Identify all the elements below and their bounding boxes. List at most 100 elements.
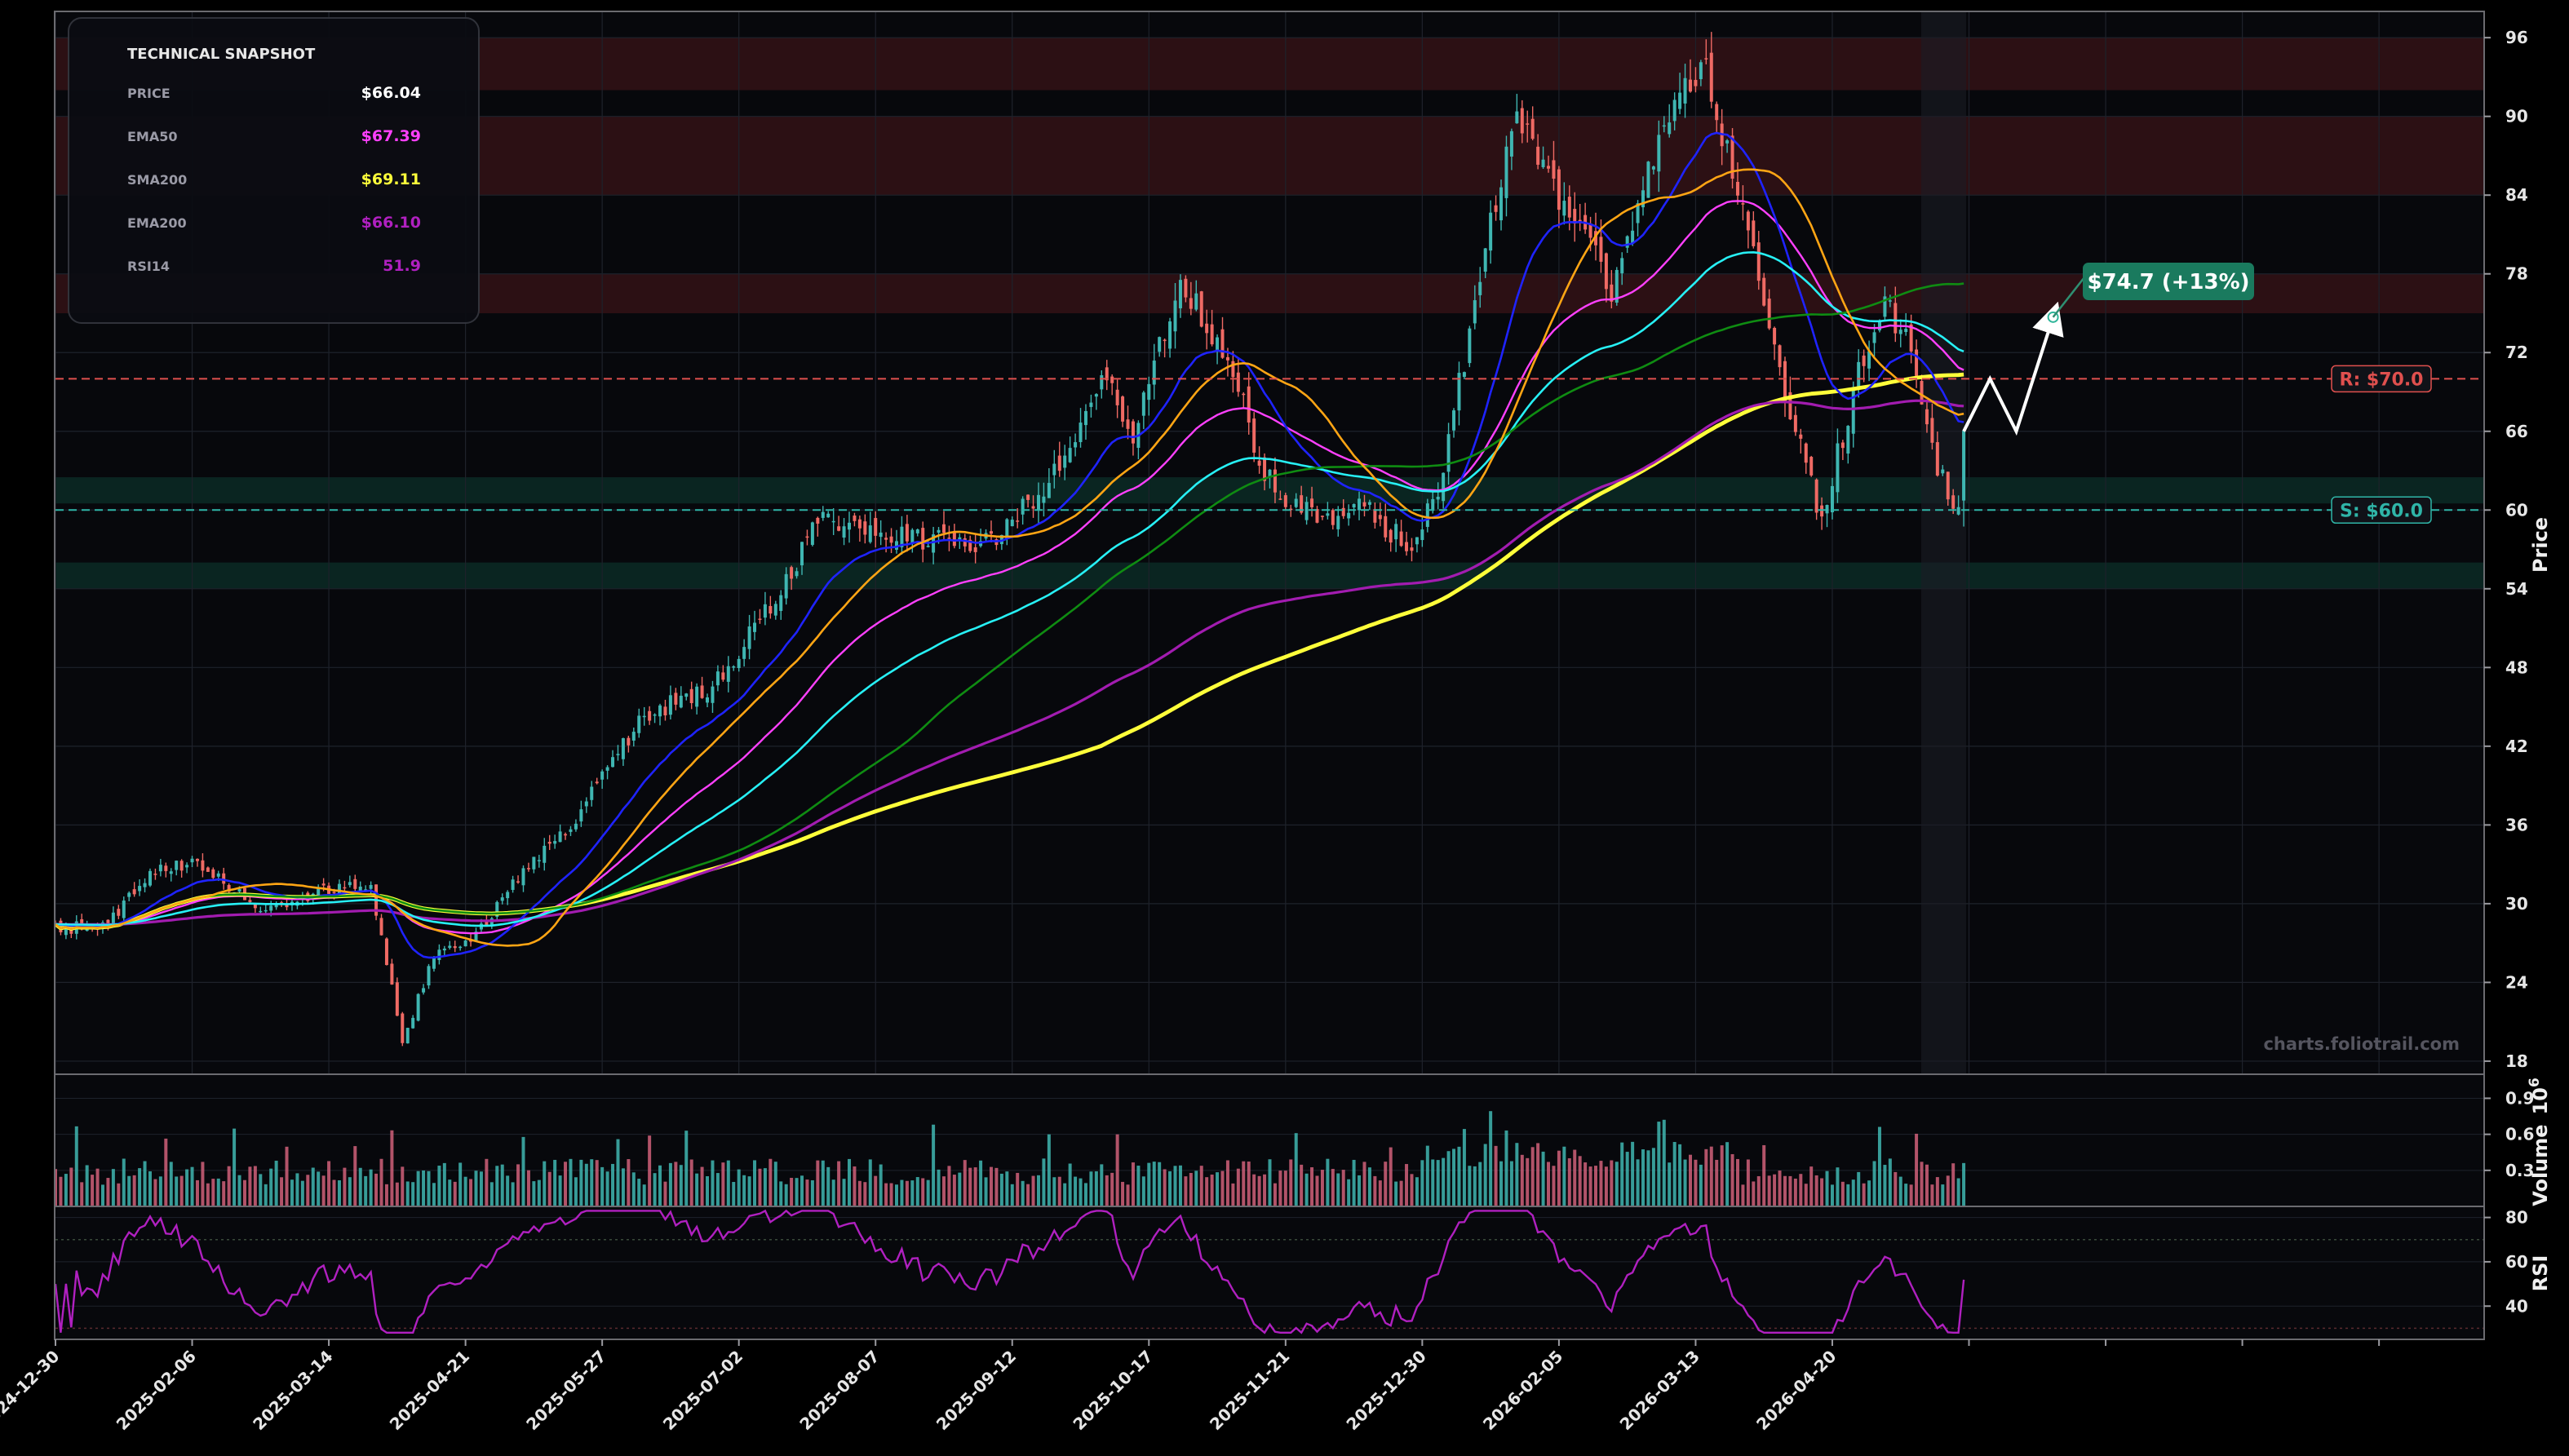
volume-bar: [884, 1183, 888, 1206]
volume-bar: [853, 1166, 857, 1206]
volume-bar: [1100, 1164, 1104, 1206]
volume-bar: [1326, 1158, 1330, 1206]
candle-body: [416, 994, 420, 1021]
volume-bar: [1773, 1174, 1777, 1206]
volume-bar: [117, 1183, 121, 1206]
candle-body: [511, 879, 515, 890]
volume-bar: [842, 1179, 846, 1206]
candle-body: [1951, 495, 1956, 509]
candle-body: [1216, 337, 1220, 351]
candle-body: [569, 829, 573, 832]
volume-bar: [1851, 1179, 1855, 1206]
candle-body: [1442, 472, 1446, 502]
candle-body: [1016, 520, 1020, 522]
volume-bar: [469, 1179, 473, 1206]
snapshot-value-ema200: $66.10: [361, 214, 421, 232]
candle-body: [1756, 242, 1761, 281]
volume-bar: [1094, 1171, 1098, 1206]
candle-body: [1941, 469, 1945, 474]
volume-bar: [1767, 1175, 1771, 1206]
candle-body: [1646, 162, 1650, 198]
candle-body: [616, 754, 620, 755]
volume-bar: [805, 1179, 809, 1206]
candle-body: [579, 809, 583, 822]
candle-body: [1610, 284, 1614, 302]
candle-body: [1225, 356, 1229, 361]
volume-bar: [1131, 1162, 1135, 1206]
volume-bar: [516, 1164, 520, 1206]
volume-bar: [1567, 1157, 1571, 1206]
volume-bar: [826, 1166, 830, 1206]
volume-bar: [1793, 1178, 1797, 1206]
candle-body: [1767, 299, 1771, 329]
volume-tick-label: 0.3: [2505, 1161, 2534, 1180]
candle-body: [1373, 509, 1377, 523]
candle-body: [1210, 324, 1214, 345]
candle-body: [1194, 293, 1198, 310]
candle-body: [364, 889, 368, 891]
volume-bar: [127, 1175, 131, 1206]
volume-bar: [910, 1180, 915, 1206]
candle-body: [863, 521, 867, 535]
volume-bar: [132, 1175, 136, 1206]
candle-body: [810, 522, 814, 545]
candle-body: [1857, 361, 1861, 389]
candle-body: [679, 695, 683, 708]
candle-body: [1036, 494, 1040, 510]
volume-bar: [1210, 1175, 1214, 1206]
volume-bar: [590, 1159, 594, 1206]
candle-body: [663, 706, 667, 716]
price-tick-label: 54: [2505, 579, 2528, 599]
candle-body: [158, 865, 162, 872]
rsi-tick-label: 40: [2505, 1296, 2528, 1316]
candle-body: [831, 520, 835, 523]
volume-bar: [442, 1162, 446, 1206]
candle-body: [237, 888, 241, 892]
candle-body: [1725, 140, 1730, 144]
candle-body: [1836, 443, 1840, 493]
volume-bar: [1042, 1158, 1046, 1206]
candle-body: [711, 686, 715, 703]
volume-bar: [1341, 1170, 1345, 1206]
candle-body: [206, 867, 210, 872]
volume-bar: [1809, 1166, 1814, 1206]
volume-bar: [1410, 1174, 1414, 1206]
candle-body: [395, 982, 399, 1016]
volume-bar: [810, 1179, 814, 1206]
candle-body: [1894, 303, 1898, 334]
candle-body: [706, 697, 710, 703]
candle-body: [537, 860, 541, 861]
volume-bar: [543, 1161, 547, 1206]
candle-body: [1699, 62, 1703, 80]
candle-body: [274, 903, 278, 908]
candle-body: [1384, 516, 1388, 538]
candle-body: [857, 519, 862, 529]
volume-bar: [321, 1175, 326, 1206]
volume-bar: [1378, 1180, 1382, 1206]
volume-bar: [1594, 1166, 1598, 1206]
volume-bar: [1420, 1160, 1424, 1206]
volume-bar: [1205, 1177, 1209, 1206]
candle-body: [1347, 512, 1351, 519]
volume-bar: [1725, 1142, 1730, 1206]
candle-body: [558, 831, 562, 843]
candle-body: [763, 604, 767, 618]
volume-bar: [448, 1179, 452, 1206]
candle-body: [611, 757, 615, 768]
volume-bar: [879, 1164, 883, 1206]
snapshot-value-price: $66.04: [361, 84, 421, 102]
volume-bar: [1867, 1180, 1871, 1206]
candle-body: [1410, 547, 1414, 551]
volume-bar: [1547, 1162, 1551, 1206]
candle-body: [768, 605, 773, 614]
volume-bar: [1105, 1175, 1109, 1206]
candle-body: [442, 948, 446, 951]
candle-body: [1289, 508, 1293, 511]
volume-bar: [1236, 1168, 1240, 1206]
candle-body: [1489, 212, 1493, 251]
volume-bar: [1888, 1158, 1892, 1206]
candle-body: [1184, 278, 1188, 298]
candle-body: [715, 671, 720, 686]
volume-bar: [1016, 1172, 1020, 1206]
candle-body: [1236, 372, 1240, 392]
